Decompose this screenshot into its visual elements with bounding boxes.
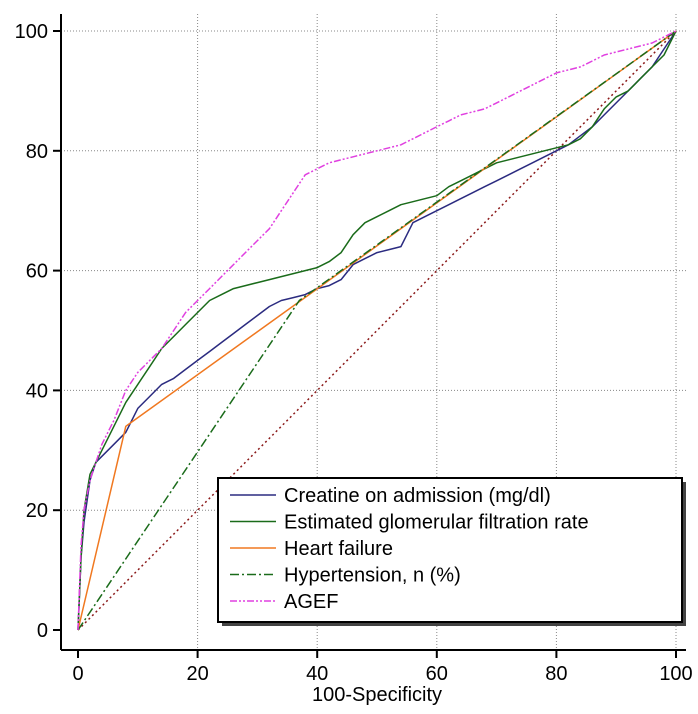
y-tick-label: 40 xyxy=(26,380,48,402)
x-tick-label: 0 xyxy=(72,663,83,685)
x-tick-label: 80 xyxy=(545,663,567,685)
x-tick-label: 20 xyxy=(186,663,208,685)
reference-line-layer xyxy=(77,30,677,631)
y-tick-label: 80 xyxy=(26,141,48,163)
ticks: 0 20 40 60 80 100 0 20 40 60 80 100 xyxy=(15,21,693,685)
axes xyxy=(60,14,686,651)
legend-label: Estimated glomerular filtration rate xyxy=(284,512,589,534)
series-line-2 xyxy=(77,30,677,631)
series-line-5 xyxy=(77,30,677,631)
series-line-4 xyxy=(77,30,677,631)
reference-diagonal-line xyxy=(77,30,677,631)
legend-label: Hypertension, n (%) xyxy=(284,565,461,587)
legend-label: Heart failure xyxy=(284,538,393,560)
x-tick-label: 100 xyxy=(659,663,692,685)
legend-label: Creatine on admission (mg/dl) xyxy=(284,485,551,507)
legend-label: AGEF xyxy=(284,591,338,613)
x-tick-label: 40 xyxy=(306,663,328,685)
y-tick-label: 60 xyxy=(26,261,48,283)
series-layer xyxy=(77,30,677,631)
legend: Creatine on admission (mg/dl) Estimated g… xyxy=(217,477,686,626)
y-tick-label: 20 xyxy=(26,500,48,522)
y-tick-label: 100 xyxy=(15,21,48,43)
legend-box xyxy=(217,477,683,623)
y-tick-label: 0 xyxy=(37,620,48,642)
x-tick-label: 60 xyxy=(426,663,448,685)
x-axis-title: 100-Specificity xyxy=(312,684,442,706)
